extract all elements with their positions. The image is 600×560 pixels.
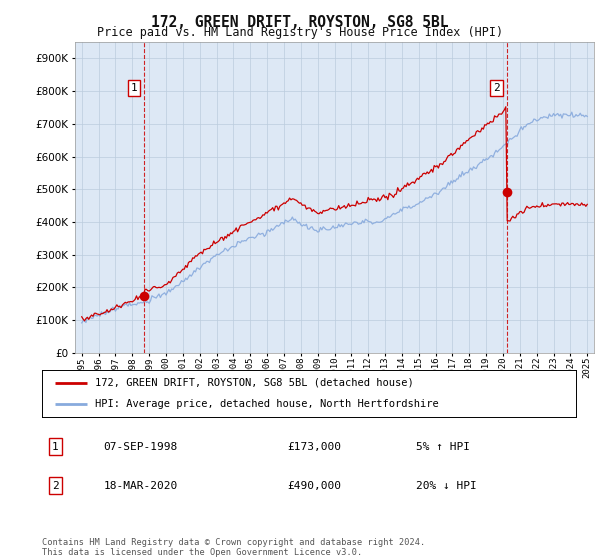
Text: 20% ↓ HPI: 20% ↓ HPI [416,480,476,491]
Text: 2: 2 [52,480,59,491]
Text: 1: 1 [52,442,59,452]
Text: Price paid vs. HM Land Registry's House Price Index (HPI): Price paid vs. HM Land Registry's House … [97,26,503,39]
Text: 1: 1 [130,83,137,93]
Text: 172, GREEN DRIFT, ROYSTON, SG8 5BL: 172, GREEN DRIFT, ROYSTON, SG8 5BL [151,15,449,30]
Text: 07-SEP-1998: 07-SEP-1998 [103,442,178,452]
Text: £490,000: £490,000 [287,480,341,491]
Text: 18-MAR-2020: 18-MAR-2020 [103,480,178,491]
Text: 5% ↑ HPI: 5% ↑ HPI [416,442,470,452]
Text: HPI: Average price, detached house, North Hertfordshire: HPI: Average price, detached house, Nort… [95,399,439,409]
Text: £173,000: £173,000 [287,442,341,452]
Text: 2: 2 [493,83,500,93]
Text: 172, GREEN DRIFT, ROYSTON, SG8 5BL (detached house): 172, GREEN DRIFT, ROYSTON, SG8 5BL (deta… [95,378,414,388]
Text: Contains HM Land Registry data © Crown copyright and database right 2024.
This d: Contains HM Land Registry data © Crown c… [42,538,425,557]
